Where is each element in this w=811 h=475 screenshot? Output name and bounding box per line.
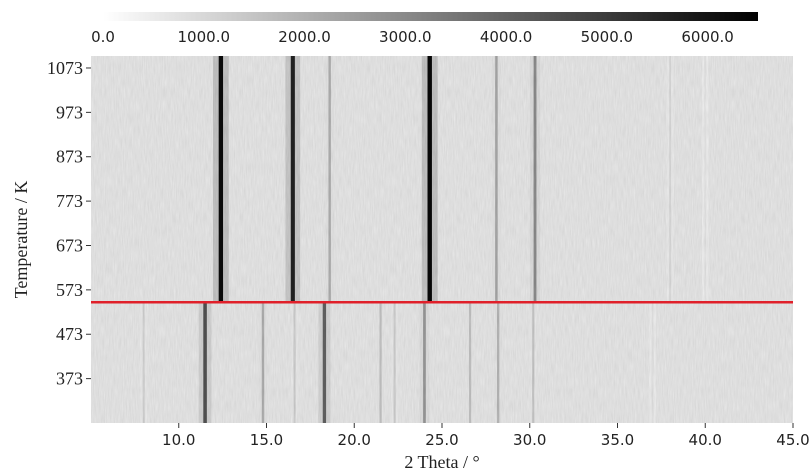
colorbar-tick-label: 6000.0 [681,28,734,46]
y-tick-label: 1073 [47,58,83,78]
x-tick-label: 10.0 [162,431,195,449]
y-tick-label: 773 [56,191,83,211]
y-tick-label: 373 [56,369,83,389]
x-tick-label: 45.0 [776,431,809,449]
colorbar-tick-label: 3000.0 [379,28,432,46]
plot-area [91,56,793,423]
y-tick-label: 673 [56,235,83,255]
colorbar-gradient [103,12,758,21]
x-tick-label: 25.0 [425,431,458,449]
y-tick-label: 973 [56,102,83,122]
noise-texture [91,56,793,423]
x-tick-label: 30.0 [513,431,546,449]
x-axis-title: 2 Theta / ° [404,452,479,472]
x-tick-label: 20.0 [338,431,371,449]
colorbar-tick-label: 2000.0 [278,28,331,46]
x-tick-label: 15.0 [250,431,283,449]
x-axis: 10.0 15.0 20.0 25.0 30.0 35.0 40.0 45.0 [162,423,810,449]
colorbar-tick-label: 5000.0 [581,28,634,46]
y-axis-title: Temperature / K [11,181,31,299]
x-tick-label: 35.0 [601,431,634,449]
x-tick-label: 40.0 [689,431,722,449]
y-tick-label: 473 [56,324,83,344]
colorbar-tick-label: 1000.0 [178,28,231,46]
y-tick-label: 873 [56,147,83,167]
colorbar-tick-label: 0.0 [91,28,115,46]
colorbar: 0.0 1000.0 2000.0 3000.0 4000.0 5000.0 6000.0 [91,12,758,46]
y-axis: 1073 973 873 773 673 573 473 373 [47,58,91,389]
colorbar-tick-label: 4000.0 [480,28,533,46]
colorbar-ticks: 0.0 1000.0 2000.0 3000.0 4000.0 5000.0 6000.0 [91,28,734,46]
y-tick-label: 573 [56,280,83,300]
